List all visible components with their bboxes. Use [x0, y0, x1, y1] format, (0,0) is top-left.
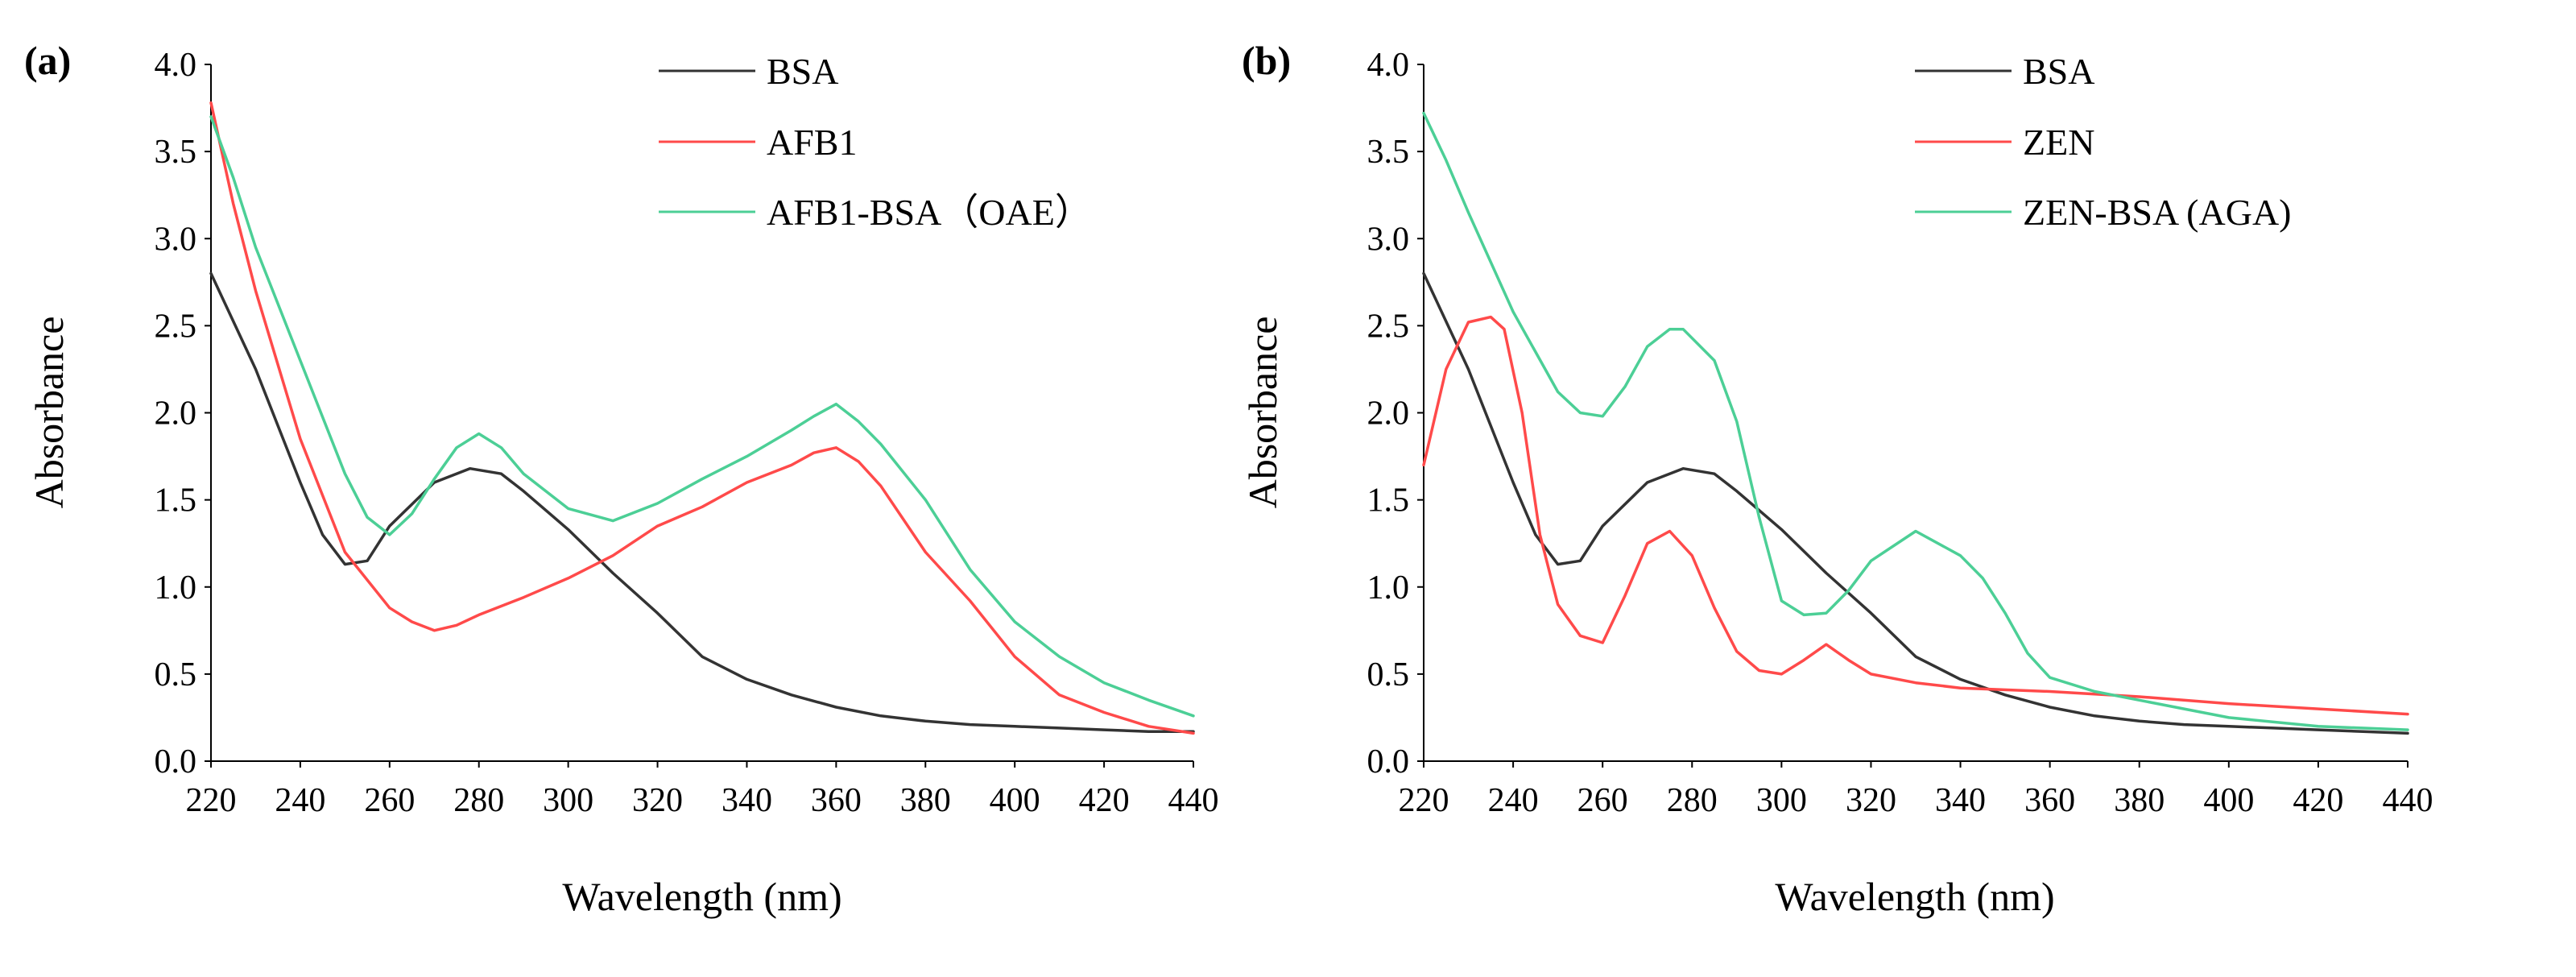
x-tick-label: 440 [1168, 782, 1219, 819]
y-tick-label: 0.5 [155, 656, 197, 693]
x-tick-label: 320 [632, 782, 683, 819]
x-tick-label: 220 [186, 782, 237, 819]
x-tick-label: 420 [2293, 782, 2343, 819]
x-tick-label: 300 [1756, 782, 1807, 819]
y-tick-label: 2.5 [155, 308, 197, 345]
y-tick-label: 1.5 [155, 482, 197, 520]
series-layer [1422, 111, 2409, 735]
series-line-zen-bsa-aga [1422, 111, 2409, 731]
x-axis-title: Wavelength (nm) [562, 874, 841, 919]
x-tick-label: 280 [1667, 782, 1718, 819]
y-tick-label: 2.0 [1367, 395, 1410, 433]
y-tick-label: 3.5 [1367, 134, 1410, 171]
x-tick-label: 380 [900, 782, 951, 819]
legend-label-afb1: AFB1 [767, 122, 857, 163]
series-line-zen [1422, 315, 2409, 716]
y-tick-label: 3.0 [1367, 221, 1410, 258]
x-tick-label: 340 [722, 782, 772, 819]
series-line-afb1 [209, 101, 1195, 735]
panel-label-a: (a) [24, 38, 71, 83]
legend: BSA ZEN ZEN-BSA (AGA) [1915, 51, 2291, 233]
x-tick-label: 260 [364, 782, 415, 819]
y-tick-label: 4.0 [155, 47, 197, 84]
y-tick-label: 1.0 [155, 569, 197, 606]
x-tick-label: 340 [1935, 782, 1986, 819]
x-tick-label: 400 [990, 782, 1040, 819]
x-tick-label: 360 [2024, 782, 2075, 819]
series-layer [209, 101, 1195, 735]
chart-panel-b: (b) 0.0 0.5 1.0 1.5 2.0 2.5 3.0 3.5 4.0 220 240 26… [1240, 38, 2433, 919]
y-tick-label: 0.5 [1367, 656, 1410, 693]
x-tick-label: 360 [811, 782, 862, 819]
y-tick-labels: 0.0 0.5 1.0 1.5 2.0 2.5 3.0 3.5 4.0 [155, 47, 211, 780]
x-tick-label: 400 [2203, 782, 2254, 819]
series-line-afb1-bsa-oae [209, 115, 1195, 718]
y-tick-label: 2.5 [1367, 308, 1410, 345]
chart-panel-a: (a) 0.0 0.5 1.0 1.5 2.0 2.5 3.0 3.5 4.0 220 240 26… [24, 38, 1219, 919]
y-tick-label: 0.0 [155, 743, 197, 780]
legend-label-bsa: BSA [2023, 51, 2094, 92]
x-tick-label: 440 [2383, 782, 2433, 819]
y-axis-title: Absorbance [27, 317, 72, 509]
legend: BSA AFB1 AFB1-BSA（OAE） [659, 51, 1092, 233]
legend-label-zen-bsa: ZEN-BSA (AGA) [2023, 192, 2291, 233]
series-line-bsa [209, 271, 1195, 733]
panel-label-b: (b) [1242, 38, 1291, 83]
x-tick-label: 240 [275, 782, 325, 819]
x-tick-labels: 220 240 260 280 300 320 340 360 380 400 420 440 [1399, 761, 2433, 819]
x-tick-label: 420 [1079, 782, 1130, 819]
y-tick-label: 1.0 [1367, 569, 1410, 606]
x-tick-label: 280 [453, 782, 504, 819]
x-tick-label: 260 [1577, 782, 1628, 819]
legend-label-bsa: BSA [767, 51, 838, 92]
legend-label-afb1-bsa: AFB1-BSA（OAE） [767, 192, 1092, 233]
x-tick-labels: 220 240 260 280 300 320 340 360 380 400 420 440 [186, 761, 1219, 819]
y-tick-label: 0.0 [1367, 743, 1410, 780]
x-tick-label: 320 [1846, 782, 1896, 819]
legend-label-zen: ZEN [2023, 122, 2094, 163]
y-tick-label: 3.5 [155, 134, 197, 171]
x-tick-label: 380 [2114, 782, 2165, 819]
y-tick-label: 2.0 [155, 395, 197, 433]
x-tick-label: 220 [1399, 782, 1449, 819]
x-tick-label: 300 [543, 782, 593, 819]
series-line-bsa [1422, 271, 2409, 735]
x-axis-title: Wavelength (nm) [1775, 874, 2054, 919]
x-tick-label: 240 [1488, 782, 1539, 819]
y-axis-title: Absorbance [1240, 317, 1285, 509]
y-tick-label: 1.5 [1367, 482, 1410, 520]
y-tick-label: 4.0 [1367, 47, 1410, 84]
y-tick-label: 3.0 [155, 221, 197, 258]
y-tick-labels: 0.0 0.5 1.0 1.5 2.0 2.5 3.0 3.5 4.0 [1367, 47, 1424, 780]
